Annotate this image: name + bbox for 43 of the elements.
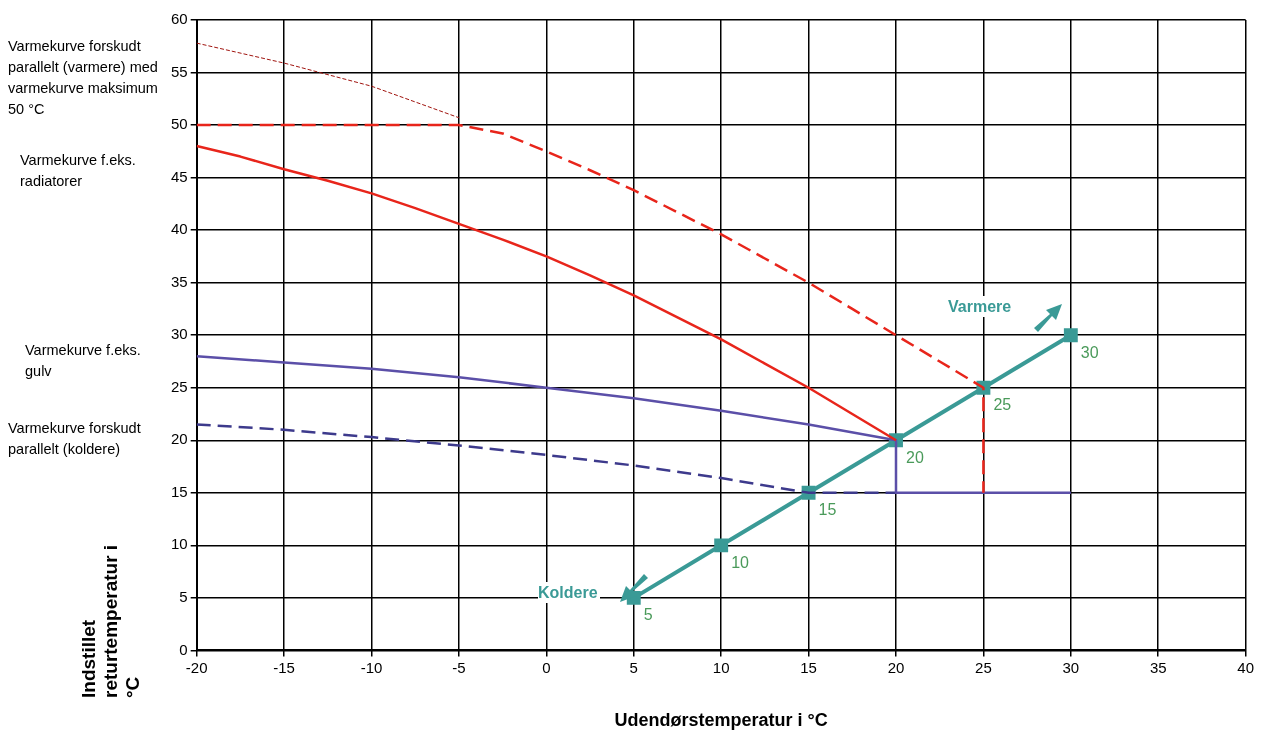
data-label: 10	[731, 553, 750, 571]
text: Varmekurve f.eks. gulv	[25, 341, 142, 381]
data-label: 15	[818, 501, 837, 519]
point	[714, 538, 729, 553]
x-tick-label: 20	[887, 658, 905, 676]
y-tick-label: 55	[171, 62, 188, 80]
annotation: Koldere	[538, 582, 600, 603]
x-tick-label: 0	[542, 658, 551, 676]
y-tick-label: 45	[171, 167, 188, 185]
y-tick-label: 50	[171, 115, 188, 133]
x-tick-label: 35	[1149, 658, 1167, 676]
text: Varmekurve f.eks. radiatorer	[20, 151, 137, 191]
x-tick-label: 10	[712, 658, 730, 676]
y-tick-label: 0	[179, 640, 188, 658]
x-tick-label: -10	[360, 658, 383, 676]
y-tick-label: 30	[171, 325, 188, 343]
x-axis-title: Udendørstemperatur i °C	[614, 710, 828, 731]
x-tick-label: 5	[629, 658, 638, 676]
y-tick-label: 40	[171, 220, 188, 238]
data-label: 30	[1080, 343, 1099, 361]
x-tick-label: -20	[185, 658, 208, 676]
x-tick-label: -15	[273, 658, 295, 676]
text: Varmekurve forskudt parallelt (koldere)	[8, 419, 142, 459]
x-tick-label: -5	[452, 658, 466, 676]
data-label: 5	[643, 606, 653, 624]
x-tick-label: 40	[1237, 658, 1254, 676]
x-tick-label: 30	[1062, 658, 1080, 676]
y-tick-label: 35	[171, 272, 188, 290]
y-tick-label: 20	[171, 430, 188, 448]
y-tick-label: 60	[171, 10, 188, 28]
y-tick-label: 15	[171, 482, 188, 500]
y-tick-label: 10	[171, 535, 188, 553]
point	[1063, 328, 1078, 343]
data-label: 25	[993, 396, 1012, 414]
data-label: 20	[906, 448, 924, 466]
y-axis-title: Indstillet returtemperatur i °C	[78, 543, 144, 698]
y-tick-label: 25	[171, 377, 188, 395]
x-tick-label: 15	[800, 658, 817, 676]
line-series	[196, 42, 460, 119]
annotation: Varmere	[948, 296, 1018, 317]
x-tick-label: 25	[975, 658, 992, 676]
text: Varmekurve forskudt parallelt (varmere) med varmekurve maksimum 50 °C	[8, 37, 158, 119]
y-tick-label: 5	[179, 588, 188, 606]
